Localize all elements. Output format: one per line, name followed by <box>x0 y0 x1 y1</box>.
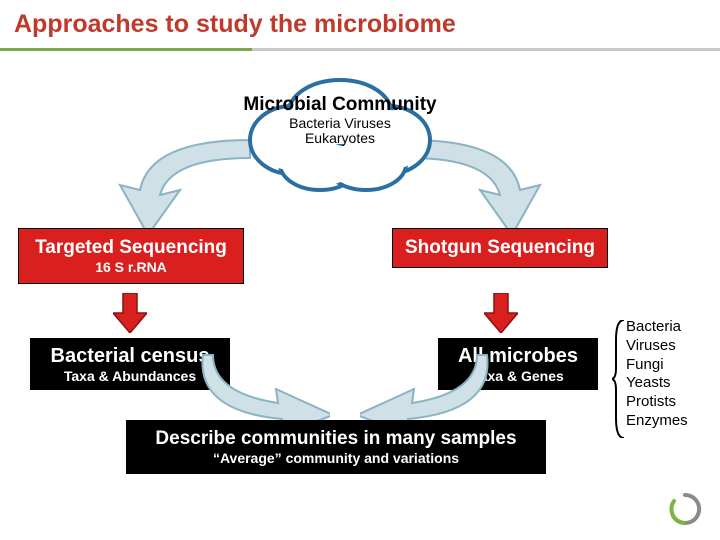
shotgun-sequencing-box: Shotgun Sequencing <box>392 228 608 268</box>
arrow-left-curve <box>100 130 260 240</box>
list-item: Protists <box>626 393 688 412</box>
describe-communities-box: Describe communities in many samples “Av… <box>126 420 546 474</box>
describe-sub: “Average” community and variations <box>213 450 459 466</box>
census-sub: Taxa & Abundances <box>64 368 196 384</box>
page-title: Approaches to study the microbiome <box>14 10 456 39</box>
list-item: Yeasts <box>626 374 688 393</box>
describe-main: Describe communities in many samples <box>155 428 516 450</box>
microbial-community-cloud: Microbial Community Bacteria Viruses Euk… <box>240 74 440 192</box>
targeted-sub: 16 S r.RNA <box>95 259 167 275</box>
logo-icon <box>668 492 702 526</box>
targeted-sequencing-box: Targeted Sequencing 16 S r.RNA <box>18 228 244 284</box>
cloud-title: Microbial Community <box>240 94 440 116</box>
arrow-down-right-icon <box>484 293 518 333</box>
list-item: Enzymes <box>626 412 688 431</box>
list-item: Bacteria <box>626 318 688 337</box>
list-item: Viruses <box>626 337 688 356</box>
curly-bracket-icon <box>612 320 624 438</box>
list-item: Fungi <box>626 356 688 375</box>
targeted-main: Targeted Sequencing <box>35 237 227 259</box>
census-main: Bacterial census <box>51 345 210 368</box>
title-underline <box>0 48 720 51</box>
cloud-subtitle: Bacteria Viruses Eukaryotes <box>270 116 410 147</box>
arrow-down-left-icon <box>113 293 147 333</box>
microbe-types-list: BacteriaVirusesFungiYeastsProtistsEnzyme… <box>626 318 688 431</box>
shotgun-main: Shotgun Sequencing <box>405 237 595 259</box>
